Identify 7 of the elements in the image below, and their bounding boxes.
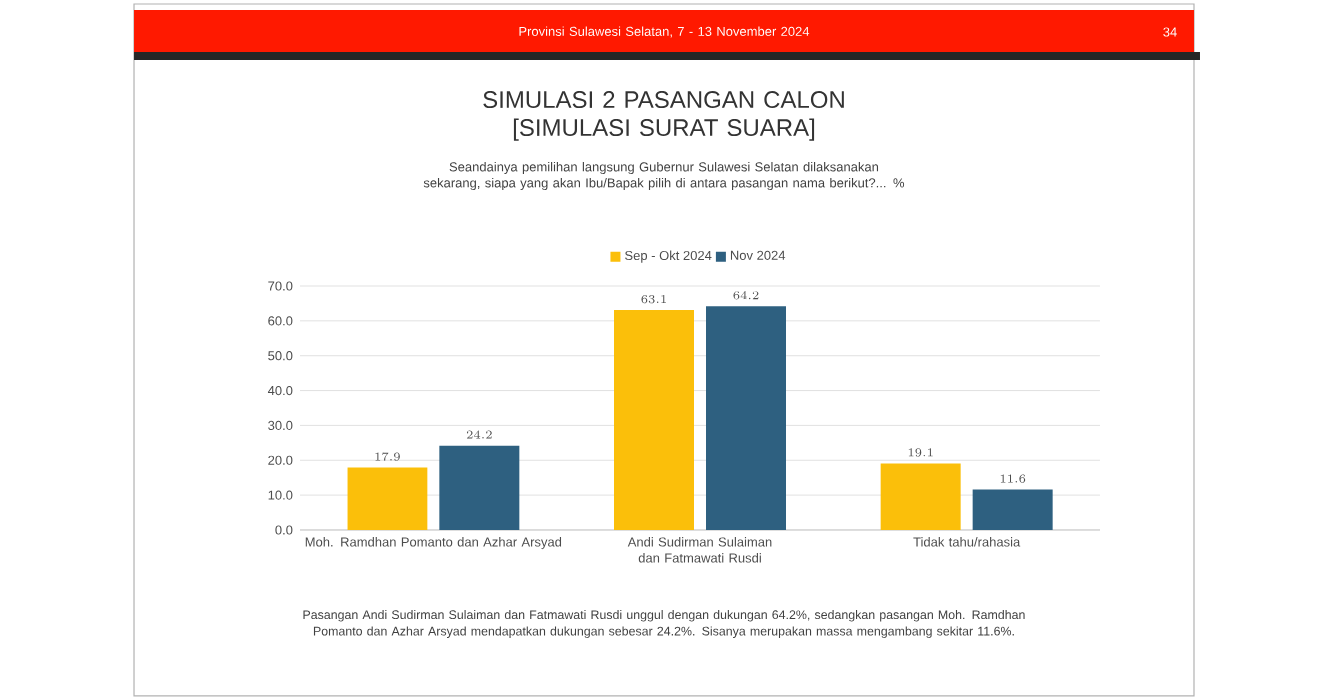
chart-title: SIMULASI 2 PASANGAN CALON [SIMULASI SURAT SUARA]: [483, 91, 844, 141]
bar: [972, 489, 1053, 530]
bar: [706, 306, 786, 530]
bar: [347, 467, 428, 530]
bar: [614, 310, 694, 530]
bar: [880, 463, 961, 530]
bar: [439, 445, 520, 530]
